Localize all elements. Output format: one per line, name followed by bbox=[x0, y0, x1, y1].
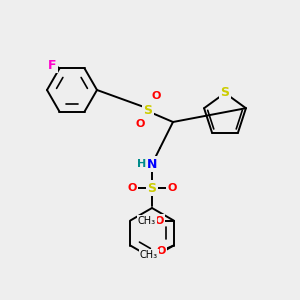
Text: CH₃: CH₃ bbox=[140, 250, 158, 260]
Text: O: O bbox=[155, 215, 164, 226]
Text: S: S bbox=[220, 86, 230, 100]
Text: H: H bbox=[137, 159, 147, 169]
Text: O: O bbox=[157, 247, 166, 256]
Text: O: O bbox=[135, 119, 145, 129]
Text: S: S bbox=[143, 103, 152, 116]
Text: O: O bbox=[127, 183, 137, 193]
Text: S: S bbox=[148, 182, 157, 194]
Text: CH₃: CH₃ bbox=[138, 215, 156, 226]
Text: F: F bbox=[48, 59, 57, 72]
Text: N: N bbox=[147, 158, 157, 170]
Text: O: O bbox=[167, 183, 177, 193]
Text: O: O bbox=[151, 91, 161, 101]
